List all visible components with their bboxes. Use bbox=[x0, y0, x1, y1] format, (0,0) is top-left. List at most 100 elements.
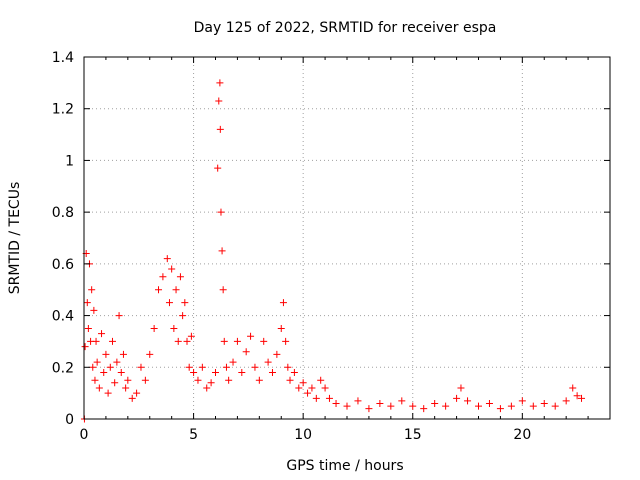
data-point bbox=[321, 384, 329, 392]
data-point bbox=[420, 405, 428, 413]
data-point bbox=[113, 358, 121, 366]
data-point bbox=[222, 363, 230, 371]
data-point bbox=[163, 255, 171, 263]
y-tick-label: 1 bbox=[65, 153, 74, 169]
data-point bbox=[453, 394, 461, 402]
data-point bbox=[170, 325, 178, 332]
data-point bbox=[111, 379, 119, 387]
data-point bbox=[282, 337, 290, 345]
y-tick-label: 1.4 bbox=[52, 50, 74, 66]
data-point bbox=[216, 79, 224, 87]
data-point bbox=[98, 330, 106, 338]
data-point bbox=[220, 337, 228, 345]
data-point bbox=[299, 379, 307, 387]
x-tick-label: 20 bbox=[513, 427, 531, 443]
data-point bbox=[295, 384, 303, 392]
data-point bbox=[264, 358, 272, 366]
data-point bbox=[84, 325, 92, 332]
x-tick-label: 10 bbox=[294, 427, 312, 443]
data-point bbox=[286, 376, 294, 384]
data-point bbox=[540, 399, 548, 407]
x-tick-label: 0 bbox=[80, 427, 89, 443]
data-point bbox=[431, 399, 439, 407]
data-point bbox=[119, 350, 127, 358]
data-point bbox=[457, 384, 465, 392]
data-point bbox=[212, 368, 219, 376]
data-point bbox=[238, 368, 246, 376]
data-point bbox=[176, 273, 184, 281]
data-point bbox=[190, 368, 198, 376]
data-point bbox=[343, 402, 351, 410]
data-point bbox=[268, 368, 276, 376]
data-point bbox=[277, 325, 285, 332]
data-point bbox=[104, 389, 112, 397]
data-point bbox=[95, 384, 103, 392]
data-point bbox=[409, 402, 417, 410]
data-point bbox=[518, 397, 526, 405]
data-point bbox=[332, 399, 340, 407]
grid-lines bbox=[84, 57, 610, 419]
data-point bbox=[387, 402, 395, 410]
data-point bbox=[181, 299, 189, 307]
data-point bbox=[325, 394, 333, 402]
data-point bbox=[100, 368, 108, 376]
data-point bbox=[150, 325, 158, 332]
data-point bbox=[137, 363, 145, 371]
x-tick-label: 15 bbox=[404, 427, 422, 443]
chart-title: Day 125 of 2022, SRMTID for receiver esp… bbox=[194, 20, 497, 36]
data-point bbox=[155, 286, 163, 294]
y-tick-label: 0.4 bbox=[52, 309, 74, 325]
data-point bbox=[198, 363, 206, 371]
data-point bbox=[174, 337, 182, 345]
data-point bbox=[255, 376, 263, 384]
data-point bbox=[133, 389, 141, 397]
data-point bbox=[93, 358, 101, 366]
x-tick-label: 5 bbox=[189, 427, 198, 443]
data-point bbox=[88, 286, 96, 294]
data-point bbox=[247, 332, 255, 340]
y-tick-label: 0 bbox=[65, 412, 74, 428]
data-point bbox=[128, 394, 136, 402]
data-point bbox=[185, 363, 193, 371]
data-point bbox=[496, 405, 504, 413]
data-point bbox=[216, 125, 224, 133]
x-axis-label: GPS time / hours bbox=[286, 458, 403, 474]
data-point bbox=[106, 363, 114, 371]
data-point bbox=[83, 299, 91, 307]
data-point bbox=[242, 348, 250, 356]
data-point bbox=[308, 384, 316, 392]
data-point bbox=[89, 363, 97, 371]
data-point bbox=[529, 402, 537, 410]
data-point bbox=[442, 402, 450, 410]
data-point bbox=[551, 402, 559, 410]
data-point bbox=[260, 337, 268, 345]
data-point bbox=[168, 265, 176, 273]
data-point bbox=[159, 273, 167, 281]
data-point bbox=[562, 397, 570, 405]
data-point bbox=[225, 376, 233, 384]
data-point bbox=[317, 376, 325, 384]
data-point bbox=[485, 399, 493, 407]
data-point bbox=[507, 402, 515, 410]
data-point bbox=[464, 397, 472, 405]
y-tick-label: 1.2 bbox=[52, 102, 74, 118]
data-point bbox=[146, 350, 154, 358]
data-point bbox=[217, 208, 225, 216]
data-points bbox=[80, 79, 586, 423]
data-point bbox=[102, 350, 110, 358]
data-point bbox=[115, 312, 123, 320]
data-point bbox=[124, 376, 132, 384]
data-point bbox=[218, 247, 226, 255]
data-point bbox=[165, 299, 173, 307]
data-point bbox=[108, 337, 116, 345]
data-point bbox=[81, 343, 89, 351]
data-point bbox=[312, 394, 320, 402]
y-tick-label: 0.8 bbox=[52, 205, 74, 221]
data-point bbox=[91, 376, 99, 384]
data-point bbox=[578, 394, 586, 402]
data-point bbox=[273, 350, 281, 358]
data-point bbox=[573, 392, 581, 400]
y-tick-label: 0.2 bbox=[52, 360, 74, 376]
